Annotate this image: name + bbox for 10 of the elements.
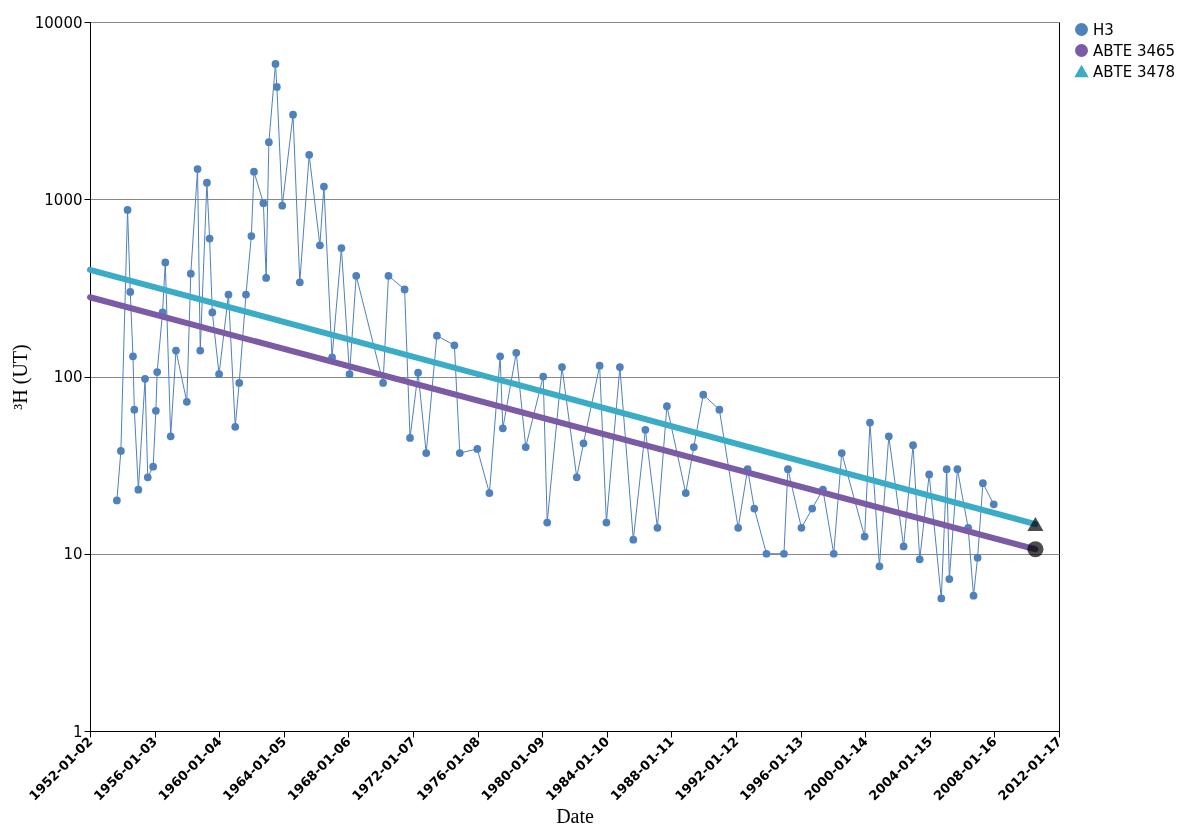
y-axis-title: ³H (UT) [8,344,32,410]
y-tick-label: 100 [53,368,83,386]
legend-label: H3 [1093,20,1114,39]
y-tick-label: 10000 [34,13,83,32]
y-tick-label: 1000 [44,190,83,209]
legend-label: ABTE 3478 [1093,62,1176,81]
y-tick-label: 1 [72,722,83,741]
x-axis-title: Date [556,805,594,828]
y-tick-label: 10 [63,545,83,564]
legend-label: ABTE 3465 [1093,41,1176,60]
